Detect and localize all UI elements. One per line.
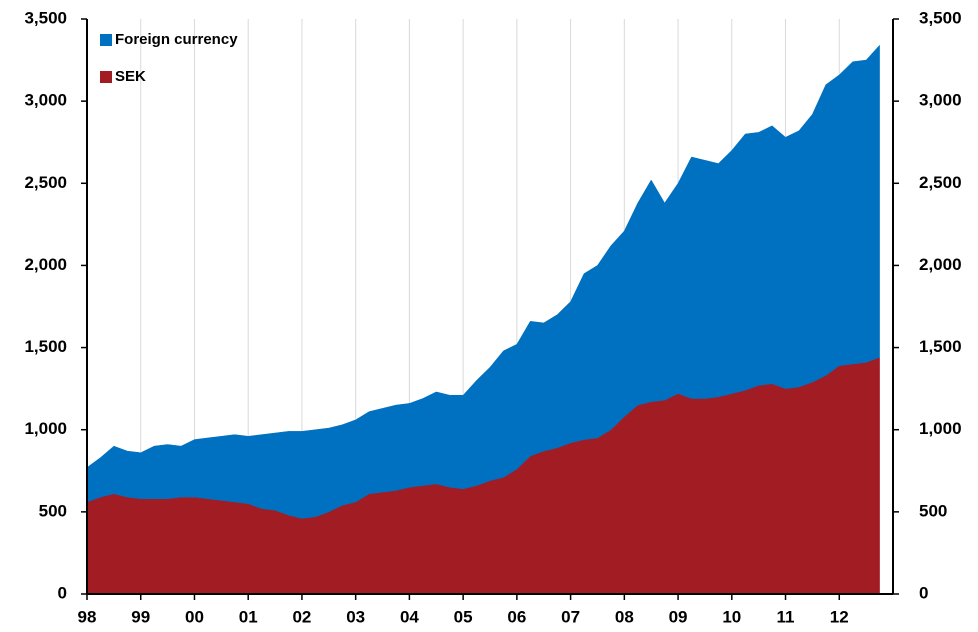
y2-tick-label: 3,500 xyxy=(919,8,962,27)
x-tick-label: 02 xyxy=(292,607,311,626)
legend-swatch xyxy=(100,71,112,83)
area xyxy=(86,44,880,519)
x-tick-label: 12 xyxy=(830,607,849,626)
x-tick-label: 99 xyxy=(131,607,150,626)
y-tick-label: 3,500 xyxy=(24,8,67,27)
x-tick-label: 01 xyxy=(239,607,258,626)
y2-tick-label: 500 xyxy=(919,501,947,520)
x-tick-label: 04 xyxy=(400,607,419,626)
y2-tick-label: 1,000 xyxy=(919,419,962,438)
y-tick-label: 3,000 xyxy=(24,91,67,110)
areas xyxy=(86,44,880,595)
y2-tick-label: 2,000 xyxy=(919,255,962,274)
y-tick-label: 2,000 xyxy=(24,255,67,274)
legend-label: SEK xyxy=(115,68,146,85)
y-tick-label: 2,500 xyxy=(24,173,67,192)
x-tick-label: 03 xyxy=(346,607,365,626)
x-tick-label: 05 xyxy=(454,607,473,626)
x-tick-label: 98 xyxy=(78,607,97,626)
y-tick-label: 0 xyxy=(58,583,67,602)
y2-tick-label: 2,500 xyxy=(919,173,962,192)
x-tick-label: 07 xyxy=(561,607,580,626)
x-tick-label: 00 xyxy=(185,607,204,626)
y2-tick-label: 0 xyxy=(919,583,928,602)
legend-swatch xyxy=(100,34,112,46)
x-tick-label: 10 xyxy=(722,607,741,626)
x-tick-label: 08 xyxy=(615,607,634,626)
y2-tick-label: 1,500 xyxy=(919,337,962,356)
x-tick-label: 06 xyxy=(507,607,526,626)
y-tick-label: 500 xyxy=(39,501,67,520)
y-tick-label: 1,500 xyxy=(24,337,67,356)
legend-label: Foreign currency xyxy=(115,31,238,48)
x-tick-label: 09 xyxy=(669,607,688,626)
x-tick-label: 11 xyxy=(777,607,795,626)
axes: 98 99 00 01 02 03 04 05 06 07 08 09 10 11 12 0 500 1,000 1… xyxy=(24,8,961,626)
y-tick-label: 1,000 xyxy=(24,419,67,438)
y2-tick-label: 3,000 xyxy=(919,91,962,110)
legend: Foreign currency SEK xyxy=(100,31,238,85)
